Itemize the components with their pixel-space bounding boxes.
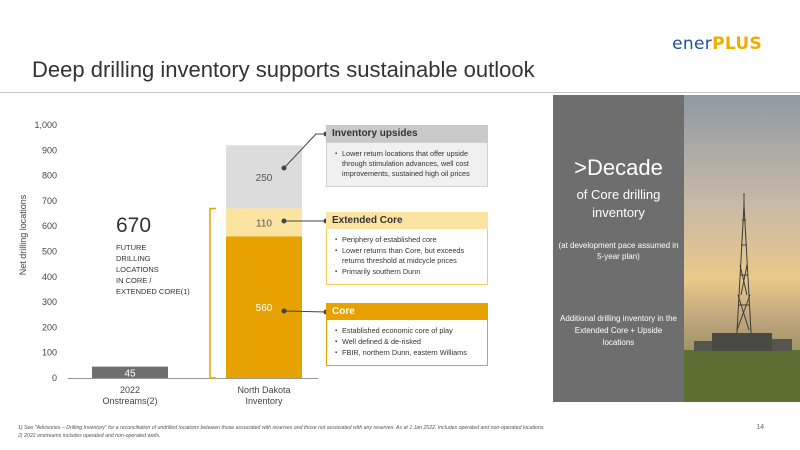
y-tick-label: 800	[42, 171, 57, 181]
company-logo: enerPLUS	[672, 34, 762, 54]
decade-panel: >Decade of Core drilling inventory (at d…	[553, 95, 684, 402]
annotation-line: LOCATIONS	[116, 265, 159, 274]
x-category-label: Inventory	[245, 396, 283, 406]
bar-value-label: 45	[124, 368, 136, 379]
additional-inventory-note: Additional drilling inventory in the Ext…	[560, 314, 677, 347]
title-divider	[0, 92, 800, 93]
annotation-big-number: 670	[116, 214, 152, 237]
page-title: Deep drilling inventory supports sustain…	[32, 57, 535, 82]
page-number: 14	[756, 424, 764, 431]
callout-title: Inventory upsides	[326, 125, 488, 142]
callout-bullet: Lower return locations that offer upside…	[335, 149, 483, 179]
callout-bullets: Lower return locations that offer upside…	[326, 142, 488, 187]
annotation-line: EXTENDED CORE(1)	[116, 287, 190, 296]
y-tick-label: 600	[42, 221, 57, 231]
bar-value-label: 110	[256, 218, 272, 229]
y-tick-label: 100	[42, 348, 57, 358]
logo-text-ener: ener	[672, 34, 713, 54]
y-tick-label: 900	[42, 145, 57, 155]
y-tick-label: 300	[42, 297, 57, 307]
y-tick-label: 200	[42, 322, 57, 332]
development-pace-note: (at development pace assumed in 5-year p…	[558, 241, 679, 261]
x-category-label: North Dakota	[237, 385, 290, 395]
logo-text-plus: PLUS	[712, 34, 762, 54]
bar-value-label: 250	[256, 173, 273, 184]
callout-title: Core	[326, 303, 488, 320]
decade-heading: >Decade	[574, 155, 663, 180]
bar-segment	[92, 366, 168, 378]
callout-bullet: Well defined & de-risked	[335, 337, 483, 347]
callout-extended-core: Extended Core Periphery of established c…	[326, 212, 488, 285]
y-tick-label: 0	[52, 373, 57, 383]
callout-bullets: Periphery of established core Lower retu…	[326, 229, 488, 285]
annotation-line: DRILLING	[116, 254, 151, 263]
callout-bullet: Established economic core of play	[335, 326, 483, 336]
x-category-label: Onstreams(2)	[102, 396, 157, 406]
annotation-line: FUTURE	[116, 243, 147, 252]
connector-line	[283, 133, 326, 169]
decade-subheading: of Core drilling inventory	[576, 187, 661, 220]
bar-segment	[226, 208, 302, 237]
callout-bullet: FBIR, northern Dunn, eastern Williams	[335, 348, 483, 358]
y-tick-label: 500	[42, 247, 57, 257]
callout-title: Extended Core	[326, 212, 488, 229]
drilling-rig-photo	[684, 95, 800, 402]
footnote: 1) See "Advisories – Drilling Inventory"…	[18, 425, 545, 431]
annotation-line: IN CORE /	[116, 276, 152, 285]
callout-bullet: Lower returns than Core, but exceeds ret…	[335, 246, 483, 266]
bar-segment	[226, 145, 302, 209]
connector-line	[283, 310, 327, 313]
callout-core: Core Established economic core of play W…	[326, 303, 488, 366]
footnote: 2) 2022 onstreams includes operated and …	[18, 433, 161, 439]
footnotes: 1) See "Advisories – Drilling Inventory"…	[18, 424, 738, 440]
y-tick-label: 1,000	[34, 120, 57, 130]
y-tick-label: 700	[42, 196, 57, 206]
callout-bullet: Periphery of established core	[335, 235, 483, 245]
callout-bullet: Primarily southern Dunn	[335, 267, 483, 277]
callout-bullets: Established economic core of play Well d…	[326, 320, 488, 366]
annotation-text: FUTURE DRILLING LOCATIONS IN CORE / EXTE…	[116, 242, 216, 297]
bar-segment	[226, 236, 302, 378]
y-tick-label: 400	[42, 272, 57, 282]
callout-inventory-upsides: Inventory upsides Lower return locations…	[326, 125, 488, 187]
x-category-label: 2022	[120, 385, 140, 395]
bar-value-label: 560	[256, 303, 273, 314]
bracket-core-extended	[209, 207, 216, 379]
